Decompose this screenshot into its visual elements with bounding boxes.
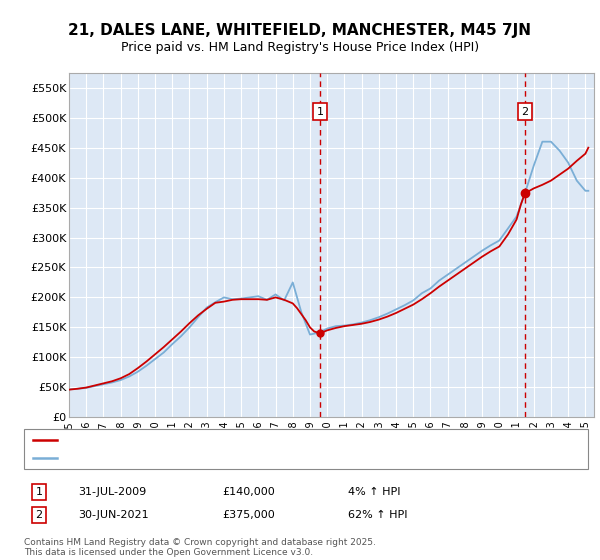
Text: Contains HM Land Registry data © Crown copyright and database right 2025.
This d: Contains HM Land Registry data © Crown c…	[24, 538, 376, 557]
Text: 4% ↑ HPI: 4% ↑ HPI	[348, 487, 401, 497]
Text: 21, DALES LANE, WHITEFIELD, MANCHESTER, M45 7JN (semi-detached house): 21, DALES LANE, WHITEFIELD, MANCHESTER, …	[63, 435, 452, 445]
Text: 2: 2	[521, 107, 529, 116]
Text: £375,000: £375,000	[222, 510, 275, 520]
Text: 2: 2	[35, 510, 43, 520]
Text: Price paid vs. HM Land Registry's House Price Index (HPI): Price paid vs. HM Land Registry's House …	[121, 41, 479, 54]
Text: £140,000: £140,000	[222, 487, 275, 497]
Text: 30-JUN-2021: 30-JUN-2021	[78, 510, 149, 520]
Text: 62% ↑ HPI: 62% ↑ HPI	[348, 510, 407, 520]
Text: 1: 1	[316, 107, 323, 116]
Text: HPI: Average price, semi-detached house, Bury: HPI: Average price, semi-detached house,…	[63, 454, 298, 463]
Text: 31-JUL-2009: 31-JUL-2009	[78, 487, 146, 497]
Text: 21, DALES LANE, WHITEFIELD, MANCHESTER, M45 7JN: 21, DALES LANE, WHITEFIELD, MANCHESTER, …	[68, 24, 532, 38]
Text: 1: 1	[35, 487, 43, 497]
